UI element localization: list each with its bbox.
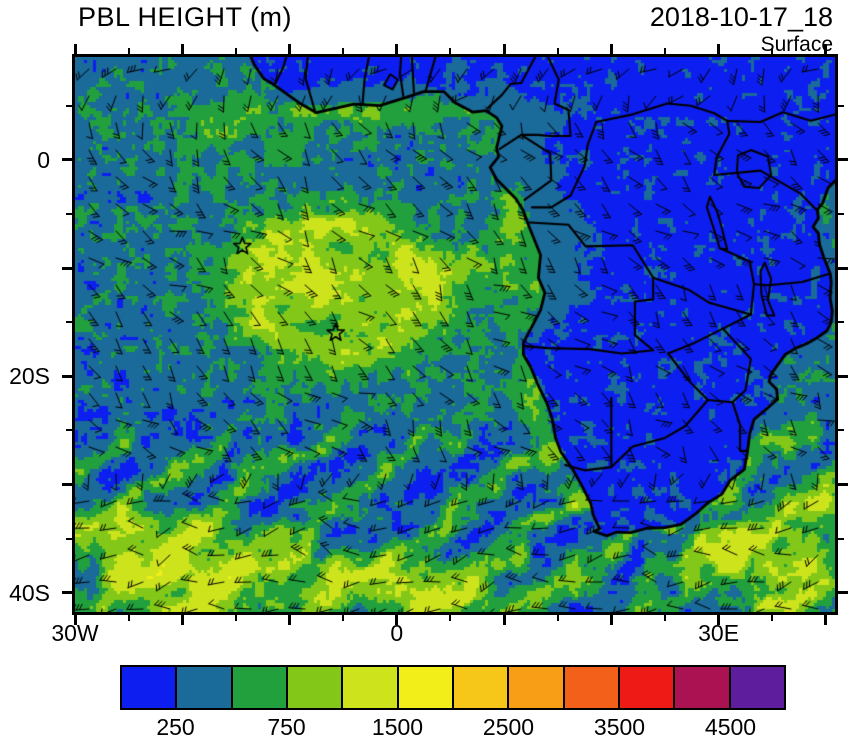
x-tick-bottom xyxy=(73,615,77,625)
x-axis-label: 30W xyxy=(51,620,99,646)
y-tick-left xyxy=(62,374,72,378)
x-tick-bottom xyxy=(288,615,292,625)
plot-level-label: Surface xyxy=(760,33,833,56)
colorbar-cell-6 xyxy=(451,667,508,708)
y-tick-right xyxy=(838,482,848,486)
y-tick-right xyxy=(838,266,848,270)
colorbar-tick-label: 3500 xyxy=(593,714,646,740)
colorbar-tick-label: 250 xyxy=(156,714,195,740)
colorbar-cell-11 xyxy=(728,667,784,708)
x-tick-bottom xyxy=(234,615,237,621)
map-canvas xyxy=(75,57,835,612)
x-tick-bottom xyxy=(395,615,399,625)
x-axis-label: 0 xyxy=(390,620,404,646)
colorbar-cell-7 xyxy=(507,667,563,708)
y-tick-right xyxy=(838,591,848,595)
colorbar-cell-2 xyxy=(230,667,286,708)
y-axis-label: 0 xyxy=(37,146,50,173)
y-tick-right xyxy=(838,158,848,162)
colorbar-cell-10 xyxy=(673,667,729,708)
y-tick-left xyxy=(62,266,72,270)
y-tick-right xyxy=(838,374,848,378)
y-axis-label: 20S xyxy=(9,363,50,390)
x-tick-bottom xyxy=(771,615,774,621)
x-tick-top xyxy=(502,44,506,54)
y-axis-label: 40S xyxy=(9,579,50,606)
colorbar-cell-3 xyxy=(285,667,342,708)
x-tick-top xyxy=(127,48,130,54)
y-tick-left xyxy=(66,429,72,432)
x-tick-bottom xyxy=(127,615,130,621)
x-tick-bottom xyxy=(609,615,613,625)
x-tick-top xyxy=(663,48,666,54)
x-tick-top xyxy=(234,48,237,54)
x-tick-top xyxy=(180,44,184,54)
y-tick-right xyxy=(838,212,844,215)
plot-title: PBL HEIGHT (m) xyxy=(78,2,293,32)
y-tick-left xyxy=(62,158,72,162)
x-tick-bottom xyxy=(502,615,506,625)
y-tick-left xyxy=(62,591,72,595)
y-tick-right xyxy=(838,104,844,107)
y-tick-left xyxy=(66,321,72,324)
y-tick-right xyxy=(838,537,844,540)
x-tick-bottom xyxy=(717,615,721,625)
plot-datetime: 2018-10-17_18 xyxy=(649,2,833,32)
x-tick-top xyxy=(771,48,774,54)
map-frame xyxy=(72,54,838,615)
colorbar-cell-0 xyxy=(122,667,176,708)
x-tick-top xyxy=(342,48,345,54)
colorbar-cell-4 xyxy=(341,667,397,708)
x-tick-top xyxy=(395,44,399,54)
colorbar xyxy=(120,665,786,710)
y-tick-left xyxy=(62,482,72,486)
x-tick-bottom xyxy=(342,615,345,621)
x-tick-top xyxy=(449,48,452,54)
x-tick-bottom xyxy=(180,615,184,625)
x-axis-label: 30E xyxy=(698,620,740,646)
y-tick-right xyxy=(838,321,844,324)
y-tick-left xyxy=(66,537,72,540)
colorbar-tick-label: 2500 xyxy=(482,714,535,740)
x-tick-top xyxy=(556,48,559,54)
colorbar-tick-label: 4500 xyxy=(704,714,757,740)
x-tick-top xyxy=(73,44,77,54)
x-tick-bottom xyxy=(449,615,452,621)
x-tick-bottom xyxy=(556,615,559,621)
x-tick-top xyxy=(609,44,613,54)
colorbar-cell-8 xyxy=(562,667,618,708)
y-tick-left xyxy=(66,104,72,107)
y-tick-right xyxy=(838,429,844,432)
colorbar-cell-1 xyxy=(175,667,231,708)
y-tick-left xyxy=(66,212,72,215)
colorbar-tick-label: 750 xyxy=(267,714,306,740)
x-tick-top xyxy=(717,44,721,54)
colorbar-cell-9 xyxy=(617,667,674,708)
colorbar-cell-5 xyxy=(396,667,452,708)
x-tick-bottom xyxy=(663,615,666,621)
colorbar-tick-label: 1500 xyxy=(371,714,424,740)
x-tick-top xyxy=(824,44,828,54)
x-tick-bottom xyxy=(824,615,828,625)
x-tick-top xyxy=(288,44,292,54)
